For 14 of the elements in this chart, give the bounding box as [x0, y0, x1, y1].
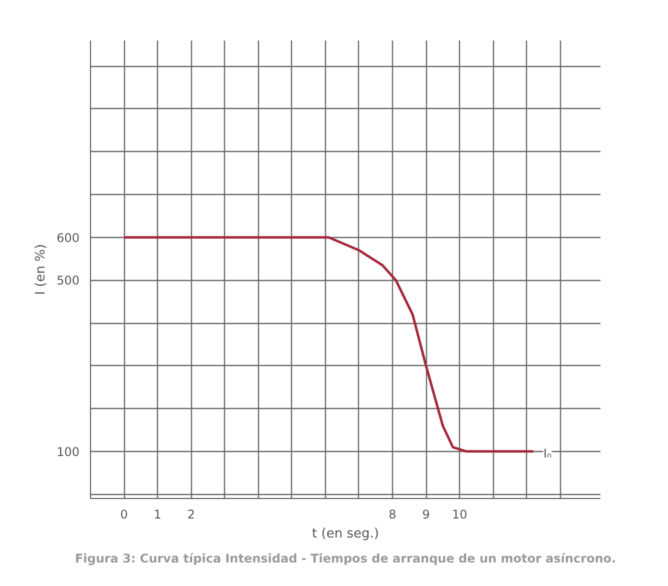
x-tick-label: 9: [422, 508, 430, 522]
x-tick-label: 8: [388, 508, 396, 522]
annotation: Iₙ: [543, 446, 552, 460]
x-tick-label: 10: [452, 508, 468, 522]
y-axis-title: I (en %): [34, 244, 49, 295]
x-tick-label: 1: [154, 508, 162, 522]
line-series: [122, 236, 535, 453]
y-tick-label: 600: [56, 230, 80, 245]
x-tick-label: 2: [187, 508, 195, 522]
y-tick-label: 500: [56, 274, 80, 288]
y-tick-label: 100: [56, 444, 80, 459]
x-tick-label: 0: [120, 508, 128, 522]
x-axis-title: t (en seg.): [312, 526, 379, 542]
text: Figura 3: Curva típica Intensidad - Tiempos de arranque de un motor asíncrono.: [74, 552, 616, 566]
